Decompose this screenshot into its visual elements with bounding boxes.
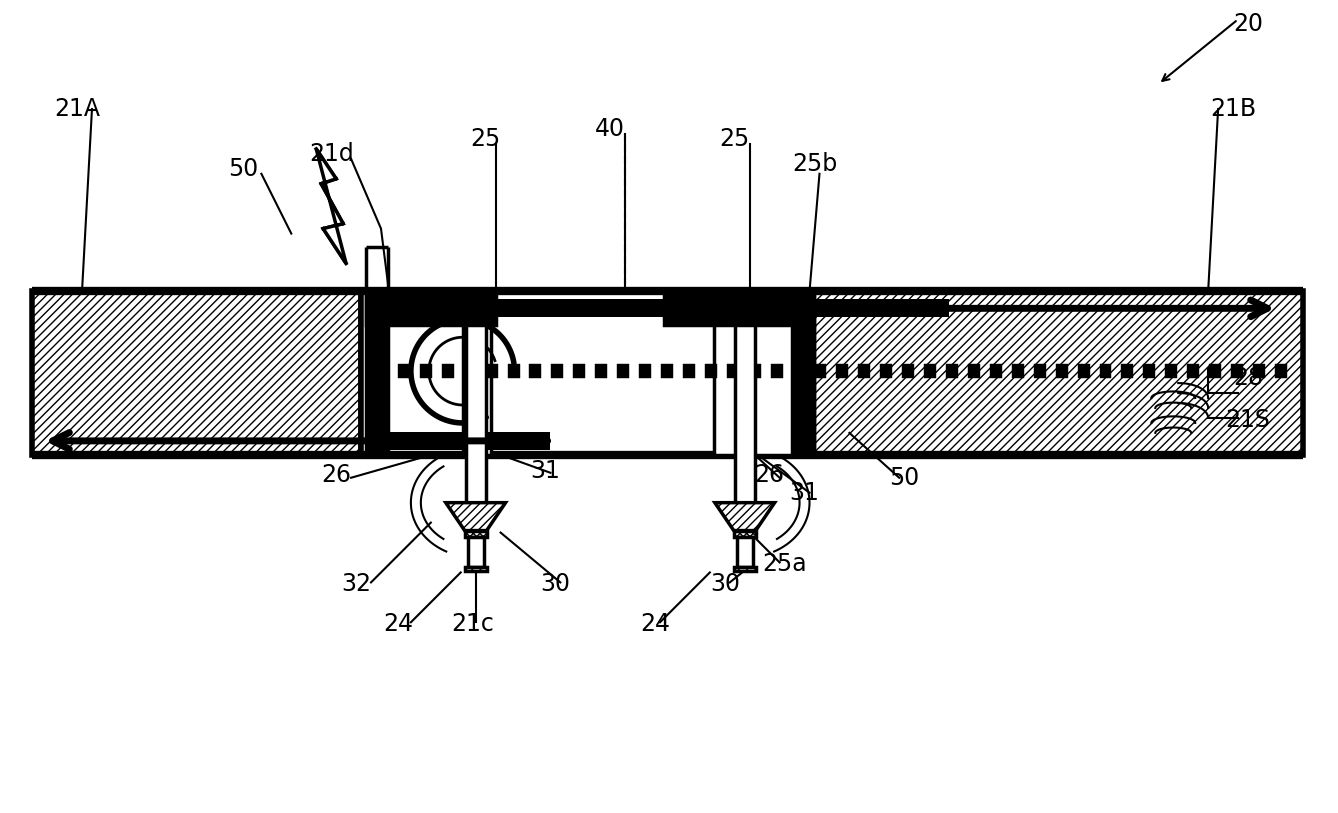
Polygon shape [463, 325, 491, 454]
Text: 24: 24 [383, 612, 413, 637]
Bar [733, 531, 756, 537]
Bar [376, 432, 550, 450]
Bar [1100, 364, 1112, 378]
Bar [1012, 364, 1024, 378]
Bar [376, 364, 388, 378]
Bar [967, 364, 979, 378]
Bar [420, 364, 432, 378]
Bar [1056, 364, 1068, 378]
Bar [880, 364, 892, 378]
Bar [792, 364, 804, 378]
Bar [397, 364, 409, 378]
Bar [468, 537, 483, 567]
Bar [771, 364, 783, 378]
Text: 21S: 21S [1226, 408, 1271, 432]
Text: 25a: 25a [763, 553, 807, 576]
Bar [1252, 364, 1264, 378]
Bar [859, 364, 870, 378]
Bar [836, 364, 848, 378]
Text: 21c: 21c [451, 612, 494, 637]
Text: 24: 24 [640, 612, 670, 637]
Text: 50: 50 [229, 157, 258, 180]
Polygon shape [792, 291, 814, 454]
Bar [682, 364, 694, 378]
Text: 50: 50 [888, 466, 919, 489]
Bar [1210, 364, 1222, 378]
Bar [1144, 364, 1155, 378]
Text: 25: 25 [471, 127, 500, 151]
Text: 26: 26 [321, 463, 351, 487]
Text: 20: 20 [1234, 12, 1263, 37]
Polygon shape [714, 502, 775, 531]
Bar [1034, 364, 1046, 378]
Bar [1077, 364, 1089, 378]
Bar [530, 364, 542, 378]
Text: 40: 40 [595, 117, 625, 141]
Bar [664, 291, 814, 325]
Bar [464, 531, 487, 537]
Bar [902, 364, 914, 378]
Bar [809, 291, 1303, 454]
Bar [1165, 364, 1177, 378]
Bar [464, 567, 487, 572]
Bar [925, 364, 937, 378]
Bar [1121, 364, 1133, 378]
Text: 32: 32 [341, 572, 371, 597]
Bar [749, 364, 761, 378]
Text: 25: 25 [720, 127, 749, 151]
Bar [442, 364, 454, 378]
Bar [640, 364, 652, 378]
Bar [361, 291, 809, 454]
Bar [1231, 364, 1243, 378]
Bar [815, 364, 827, 378]
Text: 30: 30 [709, 572, 740, 597]
Bar [737, 537, 753, 567]
Polygon shape [446, 502, 506, 531]
Text: 21B: 21B [1210, 97, 1256, 121]
Bar [32, 291, 361, 454]
Polygon shape [367, 291, 388, 454]
Bar [705, 364, 717, 378]
Text: 21A: 21A [54, 97, 100, 121]
Text: 30: 30 [541, 572, 570, 597]
Bar [733, 567, 756, 572]
Bar [466, 325, 486, 502]
Bar [661, 364, 673, 378]
Bar [595, 364, 607, 378]
Bar [507, 364, 519, 378]
Bar [388, 299, 949, 317]
Bar [573, 364, 585, 378]
Polygon shape [316, 149, 347, 263]
Bar [486, 364, 498, 378]
Bar [990, 364, 1002, 378]
Bar [617, 364, 629, 378]
Bar [367, 291, 495, 325]
Text: 31: 31 [789, 480, 819, 505]
Bar [714, 325, 814, 454]
Text: 28: 28 [1232, 366, 1263, 390]
Bar [1275, 364, 1287, 378]
Bar [1187, 364, 1199, 378]
Text: 25b: 25b [792, 152, 838, 176]
Text: 26: 26 [755, 463, 784, 487]
Text: 21d: 21d [309, 141, 353, 166]
Bar [551, 364, 563, 378]
Bar [735, 325, 755, 502]
Bar [946, 364, 958, 378]
Bar [727, 364, 739, 378]
Bar [464, 364, 476, 378]
Text: 31: 31 [530, 459, 561, 483]
